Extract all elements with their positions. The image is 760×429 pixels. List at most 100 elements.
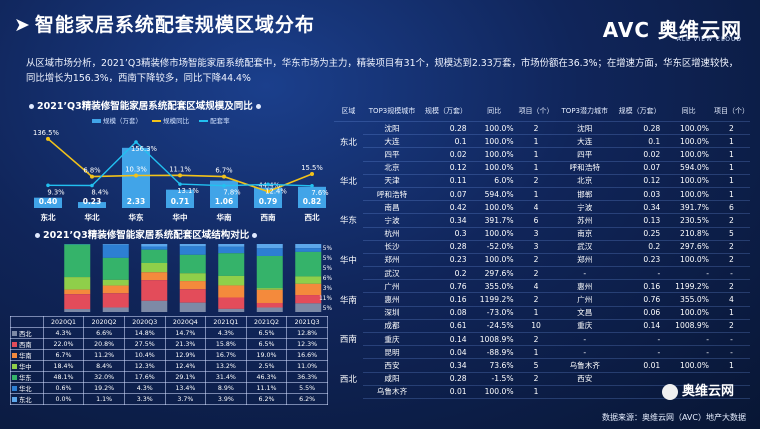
scale-city-cell: 0.2 (421, 266, 471, 281)
potential-city-cell: 0.14 (614, 319, 665, 334)
period-header: 2021Q1 (205, 316, 247, 328)
stack-segment-西北 (218, 308, 245, 312)
stack-segment-西北 (141, 300, 168, 312)
city-row: 惠州 0.16 1199.2% 2 广州 0.76 355.0% 4 (334, 292, 750, 307)
growth-label: 136.5% (33, 129, 59, 137)
scale-city-cell: 0.23 (421, 253, 471, 268)
share-cell: 11.0% (286, 360, 328, 372)
growth-label: 15.5% (301, 164, 323, 172)
title-dot-icon (29, 104, 34, 109)
scale-city-cell: 5 (517, 358, 555, 373)
share-cell: 17.6% (123, 371, 166, 383)
share-cell: 22.0% (42, 338, 85, 350)
scale-city-cell: 100.0% (470, 161, 518, 175)
potential-city-cell: 乌鲁木齐 (554, 358, 615, 373)
potential-city-cell: - (554, 345, 615, 360)
scale-city-cell: 73.6% (470, 358, 518, 373)
city-row: 天津 0.11 6.0% 2 北京 0.12 100.0% 1 (334, 174, 750, 188)
stack-segment-华中 (295, 276, 322, 284)
column-header: TOP3潜力城市 (554, 101, 615, 122)
title-dot-icon (252, 233, 258, 238)
potential-city-cell: 1 (712, 358, 750, 373)
scale-city-cell: 10 (517, 319, 555, 334)
potential-city-cell: - (554, 332, 615, 347)
city-row: 咸阳 0.28 -1.5% 2 西安 (334, 372, 750, 386)
scale-city-cell: 大连 (362, 134, 422, 149)
share-cell: 0.6% (42, 382, 85, 394)
potential-city-cell: 西安 (554, 372, 615, 386)
bar-华北 (78, 202, 106, 208)
potential-city-cell: 4 (712, 292, 750, 307)
structure-row-华东: 华东 48.1% 32.0% 17.6% 29.1% 31.4% 46.3% 36.3% (10, 371, 328, 383)
region-swatch (12, 330, 17, 336)
potential-city-cell: 100.0% (664, 306, 713, 320)
scale-city-cell: 0.42 (421, 200, 471, 215)
wechat-icon (661, 383, 678, 400)
bar-value-label: 0.40 (39, 197, 58, 206)
scale-city-cell: 4 (517, 279, 555, 294)
region-cell: 华北 (339, 176, 357, 187)
watermark-logo: 奥维云网 (661, 380, 734, 400)
stack-segment-华北 (295, 248, 322, 252)
bar-西北 (298, 186, 326, 208)
share-cell: 5.5% (286, 382, 328, 394)
potential-city-cell: 100.0% (664, 174, 713, 188)
share-cell: 6.5% (245, 327, 288, 339)
legend-item: 规模同比 (152, 117, 189, 125)
scale-city-cell: 长沙 (362, 240, 422, 254)
stack-segment-华东 (256, 255, 283, 289)
stack-segment-西南 (102, 293, 129, 308)
stack-segment-华中 (64, 277, 91, 290)
potential-city-cell: 1 (712, 187, 750, 202)
region-swatch (12, 385, 17, 391)
potential-city-cell: - (614, 266, 665, 281)
share-cell: 1.1% (83, 393, 125, 405)
stack-segment-华南 (179, 281, 206, 290)
scale-city-cell: 0.04 (421, 345, 471, 360)
structure-row-西北: 西北 4.3% 6.6% 14.8% 14.7% 4.3% 6.5% 12.8% (10, 327, 328, 339)
potential-city-cell: 100.0% (664, 134, 713, 149)
share-cell: 13.4% (164, 382, 207, 394)
share-cell: 8.4% (83, 360, 125, 372)
stack-segment-华北 (102, 244, 129, 258)
stack-segment-东北 (179, 244, 206, 247)
stack-segment-西南 (295, 295, 322, 304)
growth-point (222, 174, 226, 179)
legend-swatch-growth (152, 120, 162, 122)
potential-city-cell: 100.0% (664, 253, 713, 268)
stack-segment-华东 (179, 254, 206, 274)
region-label: 西北 (10, 327, 44, 339)
region-cell: 东北 (339, 137, 357, 148)
legend-swatch-bar (92, 119, 101, 123)
city-table: 区域 TOP3规模城市 规模（万套） 同比 项目（个） TOP3潜力城市 规模（万套） 同比项… (334, 101, 750, 399)
scale-city-cell: 4 (517, 200, 555, 215)
city-row: 郑州 0.23 100.0% 2 郑州 0.23 100.0% 2 (334, 253, 750, 268)
scale-city-cell: -24.5% (470, 319, 518, 334)
rate-line (47, 141, 313, 187)
growth-label: 10.3% (125, 166, 147, 174)
scale-city-cell: 100.0% (470, 385, 518, 399)
potential-city-cell: 0.02 (614, 147, 665, 162)
potential-city-cell: 文昌 (554, 306, 615, 320)
stack-segment-东北 (256, 244, 283, 249)
potential-city-cell: 297.6% (664, 240, 713, 254)
potential-city-cell: - (664, 345, 713, 360)
potential-city-cell: 重庆 (554, 319, 615, 334)
region-label: 华北 (10, 382, 44, 394)
scale-city-cell: 6.0% (470, 174, 518, 188)
scale-city-cell: 2 (517, 292, 555, 307)
scale-city-cell: 1 (517, 306, 555, 320)
potential-city-cell: 0.76 (614, 292, 665, 307)
city-row: 呼和浩特 0.07 594.0% 1 邯郸 0.03 100.0% 1 (334, 187, 750, 202)
scale-city-cell: 100.0% (470, 253, 518, 268)
potential-city-cell: - (664, 266, 713, 281)
growth-point (134, 173, 138, 178)
stack-segment-华中 (141, 262, 168, 273)
city-row: 深圳 0.08 -73.0% 1 文昌 0.06 100.0% 1 (334, 306, 750, 320)
scale-city-cell: 100.0% (470, 134, 518, 149)
stack-segment-西南 (179, 289, 206, 303)
scale-city-cell: 0.08 (421, 306, 471, 320)
potential-city-cell: 1 (712, 134, 750, 149)
axis-tick-label: 5% (323, 266, 333, 272)
potential-city-cell (614, 372, 665, 386)
